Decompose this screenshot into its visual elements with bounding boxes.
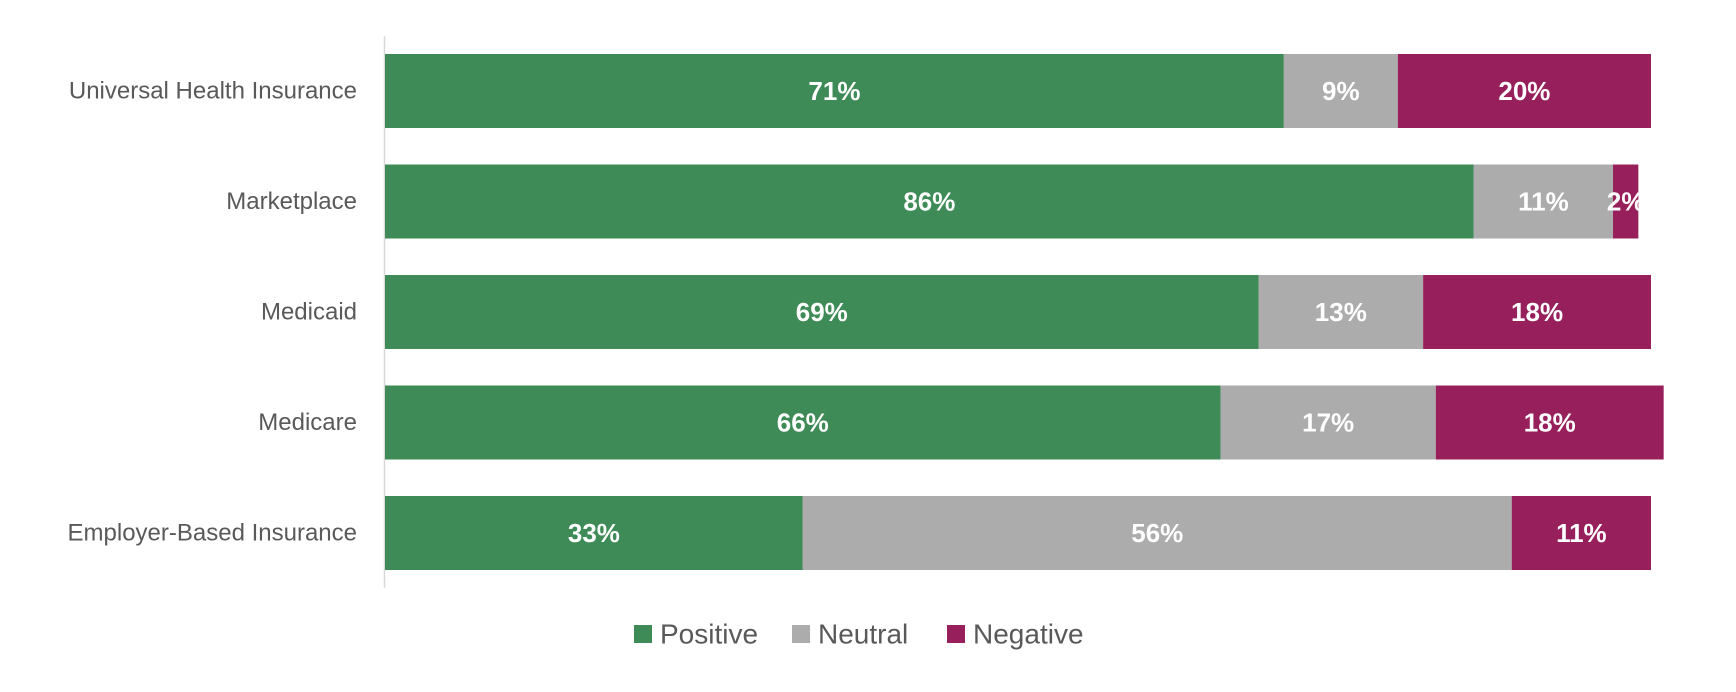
data-label-neutral: 56% (1131, 518, 1183, 548)
bar-segment-negative (1435, 385, 1664, 460)
data-label-positive: 86% (903, 187, 955, 217)
data-label-positive: 33% (568, 518, 620, 548)
data-labels: 71% 9% 20% 86% 11% 2% 69% 13% 18% 66% 17% 18% 33% 56%… (568, 76, 1645, 548)
category-label: Marketplace (226, 188, 357, 215)
bar-segment-positive (385, 54, 1284, 128)
category-label: Medicare (258, 409, 357, 436)
category-label: Medicaid (261, 299, 357, 326)
data-label-neutral: 11% (1518, 187, 1569, 217)
legend-label-positive: Positive (660, 619, 758, 650)
bar-segment-positive (385, 496, 803, 570)
bars (385, 54, 1664, 570)
data-label-neutral: 9% (1322, 76, 1360, 106)
data-label-neutral: 17% (1302, 408, 1354, 438)
data-label-negative: 11% (1556, 518, 1607, 548)
bar-segment-neutral (1473, 164, 1614, 239)
data-label-negative: 20% (1498, 76, 1550, 106)
legend-label-neutral: Neutral (818, 619, 908, 650)
legend-label-negative: Negative (973, 619, 1084, 650)
bar-segment-negative (1613, 164, 1639, 239)
legend-swatch-neutral (792, 625, 810, 643)
legend: Positive Neutral Negative (634, 619, 1084, 650)
bar-segment-neutral (1220, 385, 1436, 460)
bar-segment-positive (385, 275, 1259, 349)
legend-swatch-positive (634, 625, 652, 643)
bar-segment-negative (1423, 275, 1651, 349)
legend-swatch-negative (947, 625, 965, 643)
data-label-negative: 18% (1511, 297, 1563, 327)
category-label: Universal Health Insurance (69, 78, 357, 105)
data-label-positive: 66% (777, 408, 829, 438)
bar-segment-positive (385, 164, 1474, 239)
category-labels: Universal Health Insurance Marketplace Med… (68, 78, 357, 547)
data-label-neutral: 13% (1315, 297, 1367, 327)
data-label-positive: 71% (808, 76, 860, 106)
bar-segment-negative (1397, 54, 1651, 128)
data-label-negative: 2% (1607, 187, 1645, 217)
bar-segment-negative (1511, 496, 1651, 570)
bar-segment-neutral (802, 496, 1512, 570)
bar-segment-neutral (1258, 275, 1424, 349)
bar-segment-positive (385, 385, 1221, 460)
bar-segment-neutral (1283, 54, 1398, 128)
data-label-positive: 69% (796, 297, 848, 327)
category-label: Employer-Based Insurance (68, 520, 357, 547)
data-label-negative: 18% (1524, 408, 1576, 438)
